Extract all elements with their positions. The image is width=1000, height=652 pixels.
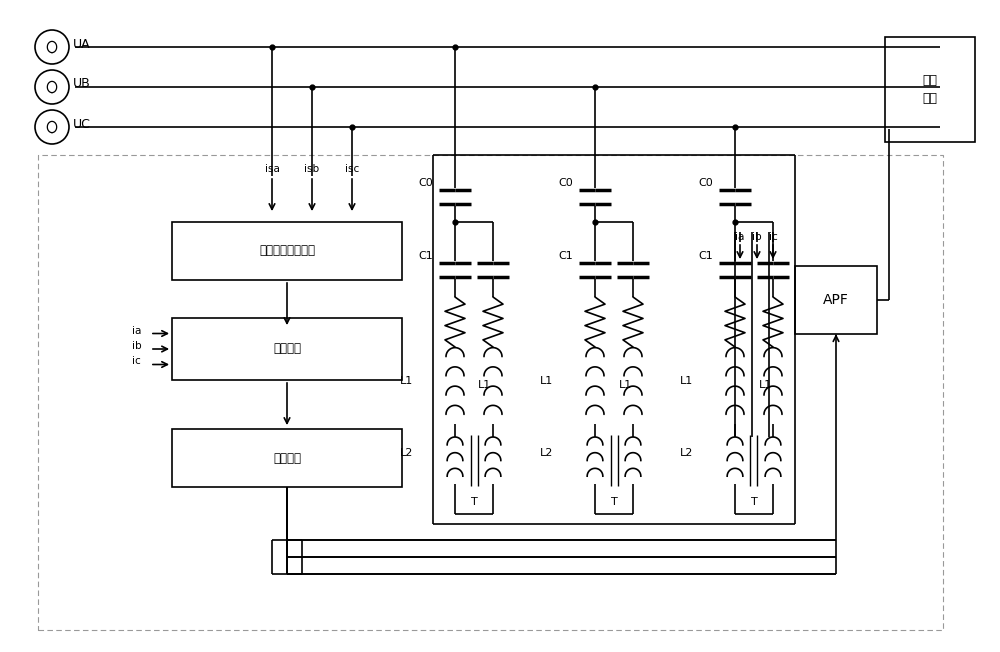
Text: T: T xyxy=(611,497,617,507)
Text: L1: L1 xyxy=(758,381,772,391)
Text: L1: L1 xyxy=(540,376,553,385)
Text: T: T xyxy=(471,497,477,507)
Text: L2: L2 xyxy=(400,447,413,458)
Text: L2: L2 xyxy=(540,447,553,458)
FancyBboxPatch shape xyxy=(172,318,402,380)
Text: ib: ib xyxy=(752,232,762,242)
Text: L2: L2 xyxy=(680,447,693,458)
Text: C0: C0 xyxy=(418,178,433,188)
Text: UA: UA xyxy=(73,38,91,50)
Text: UB: UB xyxy=(73,78,91,91)
Text: ic: ic xyxy=(132,357,141,366)
Text: 控制模块: 控制模块 xyxy=(273,342,301,355)
Text: C1: C1 xyxy=(558,251,573,261)
Text: ic: ic xyxy=(769,232,777,242)
Text: 谐波电流检测模块: 谐波电流检测模块 xyxy=(259,244,315,258)
Text: C0: C0 xyxy=(698,178,713,188)
Text: ia: ia xyxy=(132,325,141,336)
Text: isa: isa xyxy=(265,164,279,174)
Text: isb: isb xyxy=(304,164,320,174)
Text: isc: isc xyxy=(345,164,359,174)
Text: L1: L1 xyxy=(618,381,632,391)
Text: L1: L1 xyxy=(400,376,413,385)
Text: T: T xyxy=(751,497,757,507)
Text: UC: UC xyxy=(73,117,91,130)
Text: C0: C0 xyxy=(558,178,573,188)
FancyBboxPatch shape xyxy=(172,222,402,280)
Text: ib: ib xyxy=(132,341,142,351)
Text: ia: ia xyxy=(735,232,745,242)
FancyBboxPatch shape xyxy=(795,266,877,334)
Text: C1: C1 xyxy=(418,251,433,261)
FancyBboxPatch shape xyxy=(885,37,975,142)
FancyBboxPatch shape xyxy=(172,429,402,487)
Text: L1: L1 xyxy=(478,381,492,391)
Text: C1: C1 xyxy=(698,251,713,261)
Text: APF: APF xyxy=(823,293,849,307)
Text: 驱动模块: 驱动模块 xyxy=(273,451,301,464)
Text: L1: L1 xyxy=(680,376,693,385)
Text: 谐波
负载: 谐波 负载 xyxy=(922,74,937,104)
